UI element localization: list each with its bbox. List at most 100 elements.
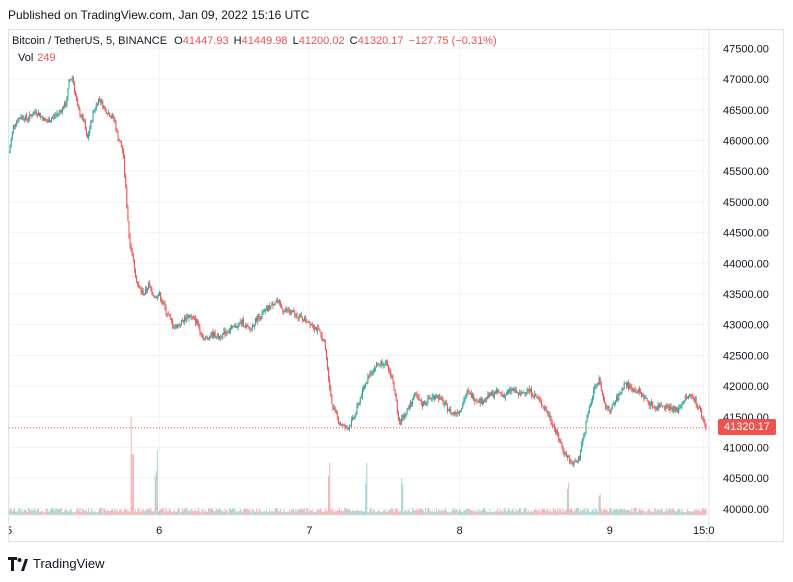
candle-body [446, 404, 448, 411]
candle-body [80, 115, 82, 117]
candle-body [324, 340, 326, 351]
volume-bar [300, 509, 302, 515]
volume-bar [434, 512, 436, 515]
volume-bar [47, 510, 49, 515]
candle-body [551, 422, 553, 426]
candle-body [605, 403, 607, 409]
candle-body [680, 406, 682, 408]
volume-bar [693, 509, 695, 515]
volume-bar [692, 511, 694, 515]
y-tick-label: 42000.00 [723, 381, 769, 393]
volume-bar [574, 510, 576, 515]
candle-body [92, 111, 94, 121]
candle-body [451, 413, 453, 414]
candle-body [428, 397, 430, 399]
candle-body [529, 389, 531, 392]
volume-bar [271, 510, 273, 515]
volume-bar [626, 510, 628, 515]
volume-bar [529, 512, 531, 515]
volume-bar [220, 509, 222, 515]
candle-body [41, 115, 43, 118]
volume-bar [34, 510, 36, 515]
candle-body [120, 142, 122, 148]
candle-body [513, 388, 515, 392]
volume-bar [462, 512, 464, 515]
candle-body [617, 397, 619, 400]
volume-bar [222, 510, 224, 515]
volume-bar [595, 508, 597, 515]
candle-body [108, 112, 110, 117]
symbol-title[interactable]: Bitcoin / TetherUS, 5, BINANCE [12, 35, 168, 47]
volume-bar [159, 510, 161, 515]
volume-bar [369, 509, 371, 515]
candle-body [79, 109, 81, 116]
candle-body [595, 386, 597, 388]
volume-bar [105, 511, 107, 515]
candle-body [129, 236, 131, 247]
candle-body [601, 389, 603, 395]
y-tick-label: 43500.00 [723, 289, 769, 301]
x-tick-label: 8 [457, 525, 463, 537]
chart-container[interactable]: 40000.00 40500.00 41000.00 41500.00 42000.00… [8, 29, 784, 542]
volume-bar [633, 508, 635, 515]
candle-body [643, 393, 645, 399]
price-chart[interactable]: 40000.0040500.0041000.0041500.0042000.00… [9, 30, 784, 542]
candle-body [585, 422, 587, 433]
volume-bar [108, 511, 110, 515]
volume-bar [530, 510, 532, 515]
candle-body [102, 100, 104, 108]
candle-body [152, 293, 154, 296]
volume-bar [696, 510, 698, 515]
candle-body [583, 434, 585, 440]
candle-body [432, 396, 434, 397]
volume-bar [673, 510, 675, 515]
candle-body [584, 432, 586, 435]
volume-bar [394, 508, 396, 515]
candle-body [587, 413, 589, 416]
volume-bar [16, 511, 18, 515]
volume-bar [680, 512, 682, 515]
candle-body [215, 337, 217, 339]
volume-bar [405, 509, 407, 515]
volume-bar [67, 510, 69, 515]
volume-bar [296, 511, 298, 515]
candle-body [163, 303, 165, 305]
candle-body [356, 406, 358, 414]
candle-body [251, 325, 253, 329]
candle-body [55, 114, 57, 116]
candle-body [400, 421, 402, 424]
volume-bar [472, 510, 474, 515]
volume-bar [335, 511, 337, 515]
candle-body [82, 115, 84, 122]
candle-body [114, 118, 116, 122]
volume-bar [629, 510, 631, 515]
volume-bar [179, 512, 181, 515]
candle-body [481, 398, 483, 404]
volume-bar [129, 511, 131, 515]
candle-body [682, 403, 684, 405]
volume-bar [422, 510, 424, 515]
candle-body [415, 392, 417, 395]
volume-bar [190, 509, 192, 515]
candle-body [250, 328, 252, 330]
volume-bar [648, 508, 650, 515]
y-tick-label: 41000.00 [723, 442, 769, 454]
volume-label[interactable]: Vol [18, 52, 34, 64]
volume-bar [9, 508, 11, 515]
volume-bar [142, 508, 144, 515]
candle-body [408, 406, 410, 409]
volume-bar [149, 509, 151, 515]
candle-body [205, 337, 207, 339]
open-label: O [174, 35, 183, 47]
volume-bar [251, 508, 253, 515]
volume-bar [241, 512, 243, 515]
candle-body [436, 397, 438, 398]
volume-bar [701, 510, 703, 515]
volume-bar [75, 511, 77, 515]
volume-bar [419, 508, 421, 515]
y-tick-label: 46000.00 [723, 136, 769, 148]
candle-body [93, 110, 95, 112]
volume-bar [267, 511, 269, 515]
tradingview-brand[interactable]: TradingView [8, 556, 105, 571]
volume-bar [157, 511, 159, 515]
